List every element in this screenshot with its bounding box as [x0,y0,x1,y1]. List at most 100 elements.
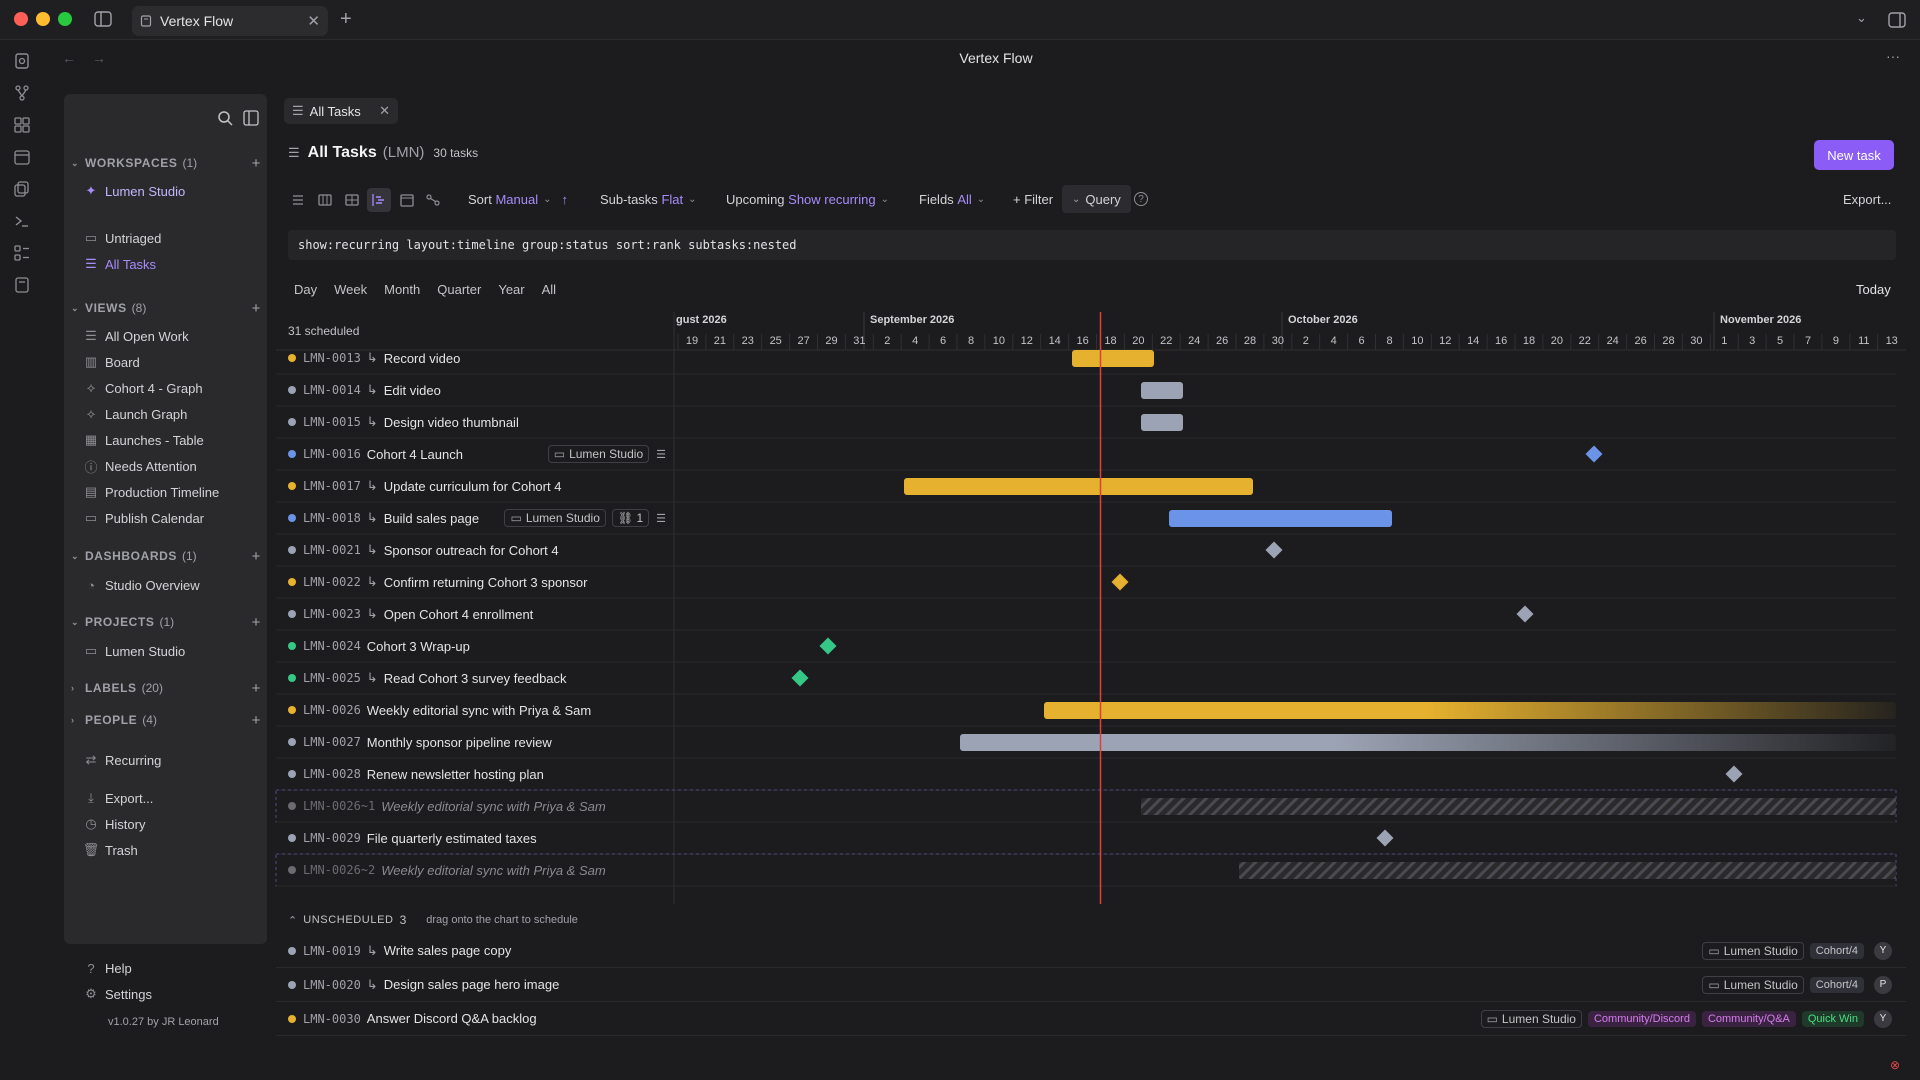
terminal-icon[interactable] [13,212,31,230]
upcoming-control[interactable]: Upcoming Show recurring ⌄ [726,191,889,207]
task-row[interactable]: LMN-0022 ↳ Confirm returning Cohort 3 spon… [276,566,674,598]
section-people[interactable]: › PEOPLE (4) + [71,711,261,729]
label-tag[interactable]: Community/Q&A [1701,1010,1796,1027]
project-chip[interactable]: ▭ Lumen Studio [547,445,650,463]
zoom-all[interactable]: All [541,282,557,297]
sort-control[interactable]: Sort Manual ⌄ ↑ [468,191,568,207]
sidebar-item-export[interactable]: ⤓ Export... [64,786,267,810]
more-icon[interactable]: ··· [1886,48,1900,64]
subtasks-icon[interactable]: ☰ [656,448,666,461]
sidebar-item-view[interactable]: ▦ Launches - Table [84,432,204,448]
calendar-view-icon[interactable] [399,192,415,208]
tab-close-icon[interactable]: ✕ [307,13,320,30]
task-row[interactable]: LMN-0024 Cohort 3 Wrap-up [276,630,674,662]
unscheduled-header[interactable]: ⌃ UNSCHEDULED 3 drag onto the chart to s… [288,913,578,927]
help-link[interactable]: ? Help [64,956,267,980]
sidebar-item-lumen-studio-workspace[interactable]: ✦ Lumen Studio [85,183,186,199]
section-projects[interactable]: ⌄ PROJECTS (1) + [71,613,261,631]
back-arrow-icon[interactable]: ← [62,50,76,66]
git-branch-icon[interactable] [13,84,31,102]
unscheduled-row[interactable]: LMN-0019 ↳ Write sales page copy ▭ Lumen Stu… [276,934,1906,968]
subtasks-control[interactable]: Sub-tasks Flat ⌄ [600,191,697,207]
checklist-icon[interactable] [13,244,31,262]
add-dashboard-button[interactable]: + [251,547,261,565]
export-button[interactable]: Export... [1843,191,1892,207]
sidebar-item-view[interactable]: ☰ All Open Work [85,328,189,344]
sidebar-item-view[interactable]: ⟡ Cohort 4 - Graph [86,380,203,396]
task-row[interactable]: LMN-0021 ↳ Sponsor outreach for Cohort 4 [276,534,674,566]
graph-view-icon[interactable] [425,192,441,208]
label-tag[interactable]: Cohort/4 [1809,976,1864,993]
today-button[interactable]: Today [1856,282,1891,297]
zoom-month[interactable]: Month [384,282,421,297]
sidebar-item-view[interactable]: ▥ Board [84,354,140,370]
sidebar-item-trash[interactable]: 🗑 Trash [82,842,138,858]
task-row[interactable]: LMN-0018 ↳ Build sales page ▭ Lumen Studio ⛓ … [276,502,674,534]
project-chip[interactable]: ▭ Lumen Studio [1702,941,1804,960]
zoom-window-button[interactable] [58,12,72,26]
add-project-button[interactable]: + [251,613,261,631]
settings-link[interactable]: ⚙ Settings [85,986,152,1002]
task-row[interactable]: LMN-0015 ↳ Design video thumbnail [276,406,674,438]
new-tab-icon[interactable]: + [340,8,352,30]
task-row[interactable]: LMN-0014 ↳ Edit video [276,374,674,406]
avatar[interactable]: Y [1874,941,1892,960]
browser-tab[interactable]: Vertex Flow ✕ [132,6,328,36]
add-view-button[interactable]: + [251,299,261,317]
task-row[interactable]: LMN-0017 ↳ Update curriculum for Cohort 4 [276,470,674,502]
book-icon[interactable] [13,276,31,294]
task-row[interactable]: LMN-0026~2 Weekly editorial sync with Pri… [276,854,674,886]
sidebar-item-view[interactable]: ⟡ Launch Graph [86,406,188,422]
query-input[interactable]: show:recurring layout:timeline group:sta… [288,230,1896,260]
sidebar-item-history[interactable]: ◷ History [85,816,146,832]
label-tag[interactable]: Community/Discord [1587,1010,1696,1027]
calendar-icon[interactable] [13,148,31,166]
section-views[interactable]: ⌄ VIEWS (8) + [71,299,261,317]
sidebar-toggle-icon[interactable] [94,11,112,27]
label-tag[interactable]: Cohort/4 [1809,942,1864,959]
unscheduled-row[interactable]: LMN-0030 Answer Discord Q&A backlog ▭ Lumen… [276,1002,1906,1036]
close-window-button[interactable] [14,12,28,26]
task-row[interactable]: LMN-0028 Renew newsletter hosting plan [276,758,674,790]
sidebar-item-studio-overview[interactable]: ◔ Studio Overview [64,573,267,597]
document-tab[interactable]: ☰ All Tasks ✕ [284,98,398,124]
task-row[interactable]: LMN-0013 ↳ Record video [276,342,674,374]
grid-icon[interactable] [13,116,31,134]
query-button[interactable]: ⌄ Query [1062,185,1131,213]
minimize-window-button[interactable] [36,12,50,26]
zoom-quarter[interactable]: Quarter [437,282,482,297]
avatar[interactable]: Y [1874,1009,1892,1028]
collapse-sidebar-icon[interactable] [243,110,259,126]
unscheduled-row[interactable]: LMN-0020 ↳ Design sales page hero image ▭ Lu… [276,968,1906,1002]
section-dashboards[interactable]: ⌄ DASHBOARDS (1) + [71,547,261,565]
copy-icon[interactable] [13,180,31,198]
add-label-button[interactable]: + [251,679,261,697]
close-icon[interactable]: ✕ [379,103,390,118]
zoom-year[interactable]: Year [498,282,525,297]
zoom-day[interactable]: Day [294,282,318,297]
task-row[interactable]: LMN-0027 Monthly sponsor pipeline review [276,726,674,758]
sidebar-item-untriaged[interactable]: ▭ Untriaged [84,230,162,246]
section-workspaces[interactable]: ⌄ WORKSPACES (1) + [71,154,261,172]
subtasks-icon[interactable]: ☰ [656,512,666,525]
zoom-week[interactable]: Week [334,282,368,297]
search-icon[interactable] [217,110,233,126]
sidebar-item-recurring[interactable]: ⇄ Recurring [85,752,162,768]
project-chip[interactable]: ▭ Lumen Studio [1702,975,1804,994]
task-row[interactable]: LMN-0029 File quarterly estimated taxes [276,822,674,854]
new-task-button[interactable]: New task [1814,140,1894,170]
search-file-icon[interactable] [13,52,31,70]
section-labels[interactable]: › LABELS (20) + [71,679,261,697]
project-chip[interactable]: ▭ Lumen Studio [1480,1009,1582,1028]
sidebar-item-view[interactable]: ▤ Production Timeline [84,484,220,500]
task-row[interactable]: LMN-0023 ↳ Open Cohort 4 enrollment [276,598,674,630]
status-error-icon[interactable]: ⊗ [1890,1058,1901,1072]
list-view-icon[interactable] [290,192,306,208]
board-view-icon[interactable] [317,192,333,208]
sidebar-right-icon[interactable] [1888,12,1906,28]
sidebar-item-all-tasks[interactable]: ☰ All Tasks [85,256,157,272]
task-row[interactable]: LMN-0025 ↳ Read Cohort 3 survey feedback [276,662,674,694]
add-workspace-button[interactable]: + [251,154,261,172]
table-view-icon[interactable] [344,192,360,208]
sidebar-item-view[interactable]: ▭ Publish Calendar [84,510,205,526]
